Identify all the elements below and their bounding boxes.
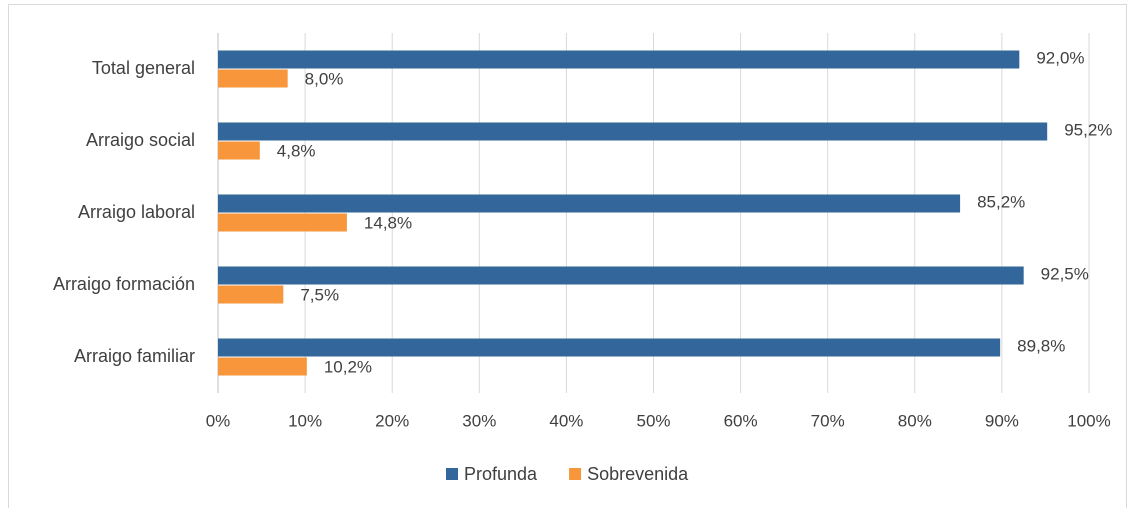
legend-swatch — [569, 468, 582, 480]
legend-label: Sobrevenida — [587, 464, 689, 484]
legend-label: Profunda — [464, 464, 538, 484]
x-tick-label: 50% — [636, 411, 670, 430]
x-tick-label: 40% — [549, 411, 583, 430]
y-tick-label: Arraigo laboral — [78, 202, 195, 222]
chart-frame — [8, 4, 1127, 508]
x-tick-label: 60% — [724, 411, 758, 430]
x-tick-label: 90% — [985, 411, 1019, 430]
value-label: 10,2% — [324, 357, 372, 376]
x-tick-label: 100% — [1067, 411, 1110, 430]
y-tick-label: Arraigo formación — [53, 274, 195, 294]
bar — [218, 338, 1001, 357]
bar — [218, 285, 284, 304]
value-label: 85,2% — [977, 192, 1025, 211]
value-label: 14,8% — [364, 213, 412, 232]
bar — [218, 194, 961, 213]
x-tick-label: 20% — [375, 411, 409, 430]
y-tick-label: Arraigo familiar — [74, 346, 195, 366]
legend-swatch — [446, 468, 458, 480]
bar — [218, 122, 1048, 141]
bar — [218, 213, 347, 232]
x-tick-label: 80% — [898, 411, 932, 430]
value-label: 92,5% — [1041, 264, 1089, 283]
value-label: 92,0% — [1036, 48, 1084, 67]
value-label: 8,0% — [305, 69, 344, 88]
x-tick-label: 0% — [206, 411, 231, 430]
value-label: 89,8% — [1017, 336, 1065, 355]
y-tick-label: Arraigo social — [86, 130, 195, 150]
bar — [218, 357, 307, 376]
x-tick-label: 30% — [462, 411, 496, 430]
y-tick-label: Total general — [92, 58, 195, 78]
x-tick-label: 10% — [288, 411, 322, 430]
bar — [218, 266, 1024, 285]
value-label: 95,2% — [1064, 120, 1112, 139]
value-label: 4,8% — [277, 141, 316, 160]
value-label: 7,5% — [300, 285, 339, 304]
bar — [218, 141, 260, 160]
bar — [218, 50, 1020, 69]
bar — [218, 69, 288, 88]
x-tick-label: 70% — [811, 411, 845, 430]
